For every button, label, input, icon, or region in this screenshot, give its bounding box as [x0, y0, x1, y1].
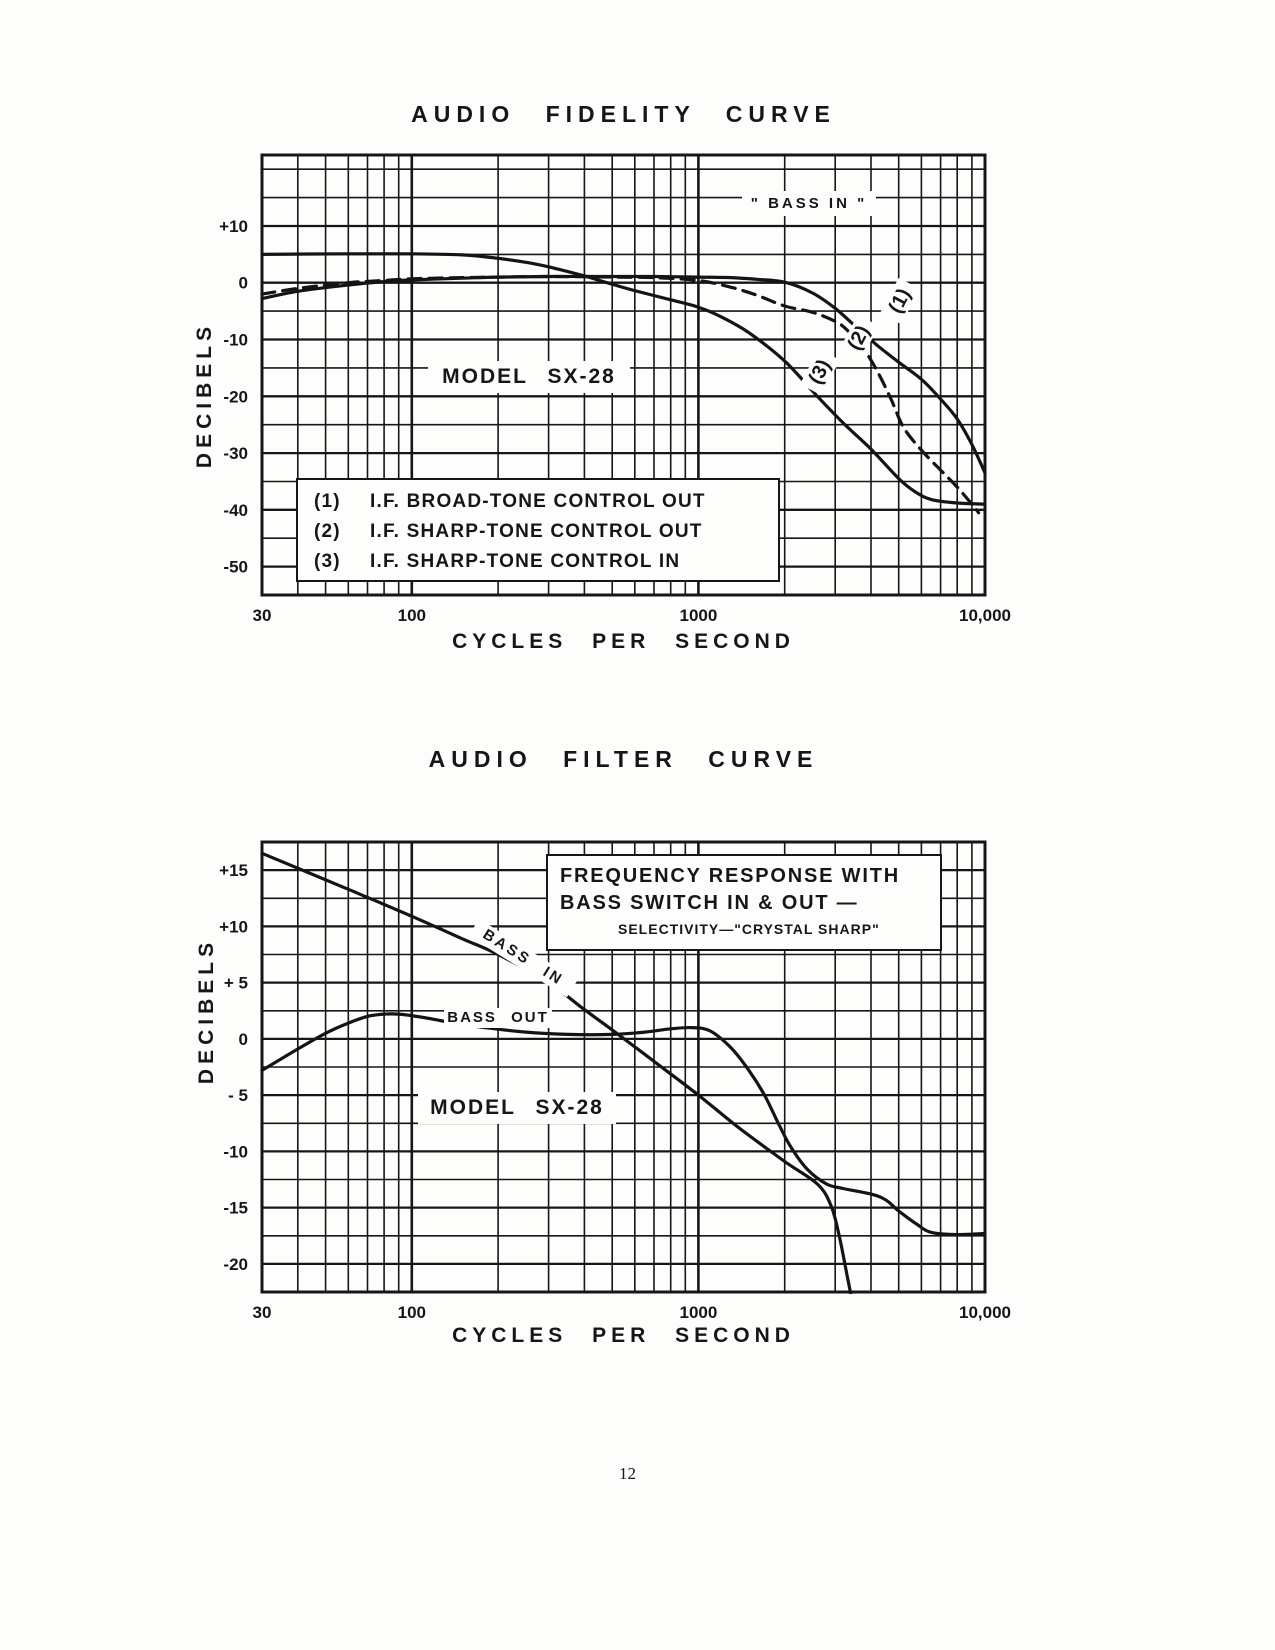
svg-text:-10: -10 [223, 331, 248, 350]
svg-text:-15: -15 [223, 1199, 248, 1218]
filter-x-axis-label: CYCLES PER SECOND [452, 1324, 795, 1347]
page-number: 12 [619, 1464, 636, 1483]
svg-text:+10: +10 [219, 217, 248, 236]
svg-text:+15: +15 [219, 861, 248, 880]
svg-text:- 5: - 5 [228, 1086, 248, 1105]
filter-model-label: MODEL SX-28 [418, 1092, 616, 1124]
filter-chart-title: AUDIO FILTER CURVE [428, 746, 819, 772]
fidelity-x-axis-label: CYCLES PER SECOND [452, 630, 795, 653]
svg-text:100: 100 [398, 606, 426, 625]
note-line-2: BASS SWITCH IN & OUT — [560, 892, 859, 914]
svg-text:+ 5: + 5 [224, 974, 248, 993]
fidelity-y-axis-label: DECIBELS [193, 321, 216, 469]
svg-text:30: 30 [253, 606, 272, 625]
legend-tag: (2) [314, 521, 341, 542]
svg-text:0: 0 [239, 1030, 248, 1049]
legend-text: I.F. BROAD-TONE CONTROL OUT [370, 491, 706, 512]
fidelity-legend: (1) I.F. BROAD-TONE CONTROL OUT (2) I.F.… [296, 478, 780, 582]
svg-text:100: 100 [398, 1303, 426, 1322]
svg-text:-40: -40 [223, 501, 248, 520]
svg-text:+10: +10 [219, 917, 248, 936]
svg-text:-10: -10 [223, 1142, 248, 1161]
svg-text:1000: 1000 [679, 1303, 717, 1322]
bass-out-curve-label: BASS OUT [444, 1008, 552, 1028]
note-line-1: FREQUENCY RESPONSE WITH [560, 865, 900, 887]
legend-tag: (3) [314, 551, 341, 572]
legend-row: (3) I.F. SHARP-TONE CONTROL IN [314, 547, 778, 577]
svg-text:-50: -50 [223, 558, 248, 577]
fidelity-chart-title: AUDIO FIDELITY CURVE [411, 101, 836, 127]
svg-text:-20: -20 [223, 387, 248, 406]
note-line-3: SELECTIVITY—"CRYSTAL SHARP" [618, 921, 880, 937]
legend-row: (1) I.F. BROAD-TONE CONTROL OUT [314, 487, 778, 517]
filter-note-box: FREQUENCY RESPONSE WITH BASS SWITCH IN &… [546, 854, 942, 951]
legend-text: I.F. SHARP-TONE CONTROL IN [370, 551, 681, 572]
svg-text:-30: -30 [223, 444, 248, 463]
legend-row: (2) I.F. SHARP-TONE CONTROL OUT [314, 517, 778, 547]
fidelity-model-label: MODEL SX-28 [428, 361, 630, 393]
legend-tag: (1) [314, 491, 341, 512]
svg-text:10,000: 10,000 [959, 1303, 1011, 1322]
svg-text:30: 30 [253, 1303, 272, 1322]
svg-text:10,000: 10,000 [959, 606, 1011, 625]
svg-text:-20: -20 [223, 1255, 248, 1274]
bass-in-note: " BASS IN " [742, 191, 876, 216]
filter-y-axis-label: DECIBELS [195, 937, 218, 1085]
svg-text:1000: 1000 [679, 606, 717, 625]
svg-text:0: 0 [239, 274, 248, 293]
legend-text: I.F. SHARP-TONE CONTROL OUT [370, 521, 703, 542]
